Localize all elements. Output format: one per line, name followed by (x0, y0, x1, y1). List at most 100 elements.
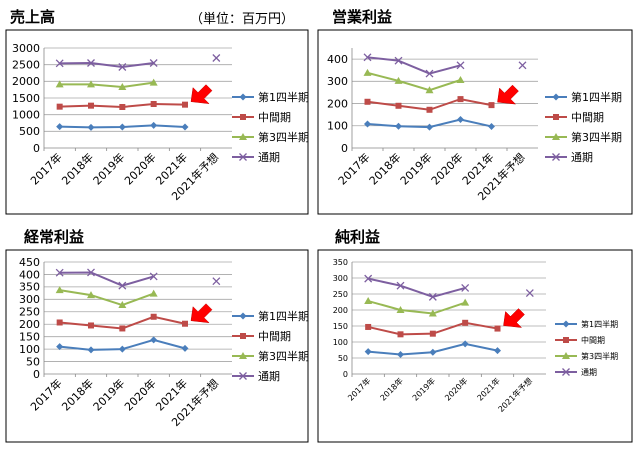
data-point-x (396, 281, 405, 290)
legend-marker (553, 114, 559, 120)
data-point-square (429, 330, 436, 337)
legend-marker (552, 153, 560, 161)
data-point-square (395, 102, 402, 109)
data-point-diamond (364, 120, 371, 128)
data-point-diamond (397, 350, 404, 358)
series-line-x (367, 277, 466, 298)
data-point-square (119, 325, 126, 332)
data-point-diamond (488, 122, 495, 130)
legend-marker (239, 352, 247, 359)
legend-label: 第1四半期 (258, 309, 309, 323)
y-tick-label: 3000 (12, 42, 40, 55)
legend-label: 第1四半期 (571, 90, 622, 104)
data-point-diamond (457, 116, 464, 124)
data-point-x (425, 69, 434, 78)
data-point-diamond (181, 123, 189, 131)
data-point-x (363, 53, 372, 62)
series-line-x (59, 271, 154, 287)
y-tick-label: 50 (26, 355, 40, 368)
data-point-diamond (87, 123, 95, 131)
data-point-square (56, 103, 63, 110)
data-point-diamond (364, 348, 372, 356)
data-point-triangle (394, 76, 403, 84)
data-point-triangle (87, 80, 95, 88)
y-tick-label: 150 (333, 322, 348, 331)
data-point-square (364, 98, 371, 105)
data-point-x (364, 274, 373, 283)
legend-marker (562, 352, 570, 359)
legend-marker (239, 133, 247, 140)
data-point-triangle (149, 78, 158, 86)
y-tick-label: 350 (19, 281, 40, 294)
data-point-diamond (181, 344, 189, 352)
data-point-x (87, 59, 95, 67)
chart-title-operating-profit: 営業利益 (332, 8, 393, 26)
y-tick-label: 450 (19, 256, 40, 269)
y-tick-label: 2000 (12, 75, 40, 88)
data-point-triangle (396, 306, 405, 313)
legend-label: 通期 (571, 151, 593, 164)
legend-marker (239, 153, 247, 161)
data-point-x (55, 268, 64, 277)
legend-marker (562, 320, 570, 328)
data-point-diamond (56, 343, 64, 351)
data-point-diamond (118, 345, 126, 353)
legend-marker (563, 337, 569, 343)
legend-label: 中間期 (258, 330, 291, 343)
red-arrow-icon (497, 84, 519, 105)
legend-marker (239, 93, 247, 101)
y-tick-label: 300 (327, 75, 348, 88)
data-point-x (118, 281, 127, 290)
y-tick-label: 0 (33, 368, 40, 381)
legend-label: 中間期 (258, 111, 291, 124)
chart-panel-ordinary-profit: 0501001502002503003504004502017年2018年201… (5, 249, 309, 443)
chart-title-net-profit: 純利益 (335, 228, 381, 246)
data-point-triangle (363, 68, 372, 76)
data-point-triangle (55, 286, 64, 294)
y-tick-label: 100 (19, 343, 40, 356)
y-tick-label: 0 (341, 142, 348, 155)
legend-label: 通期 (581, 367, 597, 377)
y-tick-label: 200 (333, 306, 348, 315)
unit-label: （単位：百万円） (190, 12, 295, 27)
data-point-x (428, 292, 437, 301)
data-point-square (488, 102, 495, 109)
chart-frame (5, 249, 309, 443)
series-line-triangle (59, 81, 154, 89)
red-arrow-icon (190, 84, 213, 104)
data-point-x (525, 289, 534, 297)
legend-marker (562, 368, 570, 376)
data-point-square (150, 101, 157, 107)
series-line-triangle (367, 300, 466, 315)
y-tick-label: 50 (338, 354, 348, 363)
y-tick-label: 100 (333, 338, 348, 347)
y-tick-label: 400 (327, 53, 348, 66)
y-tick-label: 200 (327, 97, 348, 110)
series-line-triangle (59, 289, 155, 307)
data-point-triangle (55, 80, 64, 88)
y-tick-label: 300 (333, 274, 348, 283)
data-point-diamond (150, 121, 158, 129)
legend-label: 第3四半期 (581, 351, 618, 361)
chart-title-sales: 売上高 (10, 8, 56, 26)
data-point-diamond (87, 346, 95, 354)
y-tick-label: 250 (19, 306, 40, 319)
legend-label: 中間期 (571, 111, 604, 124)
y-tick-label: 400 (19, 268, 40, 281)
legend-label: 第3四半期 (258, 349, 309, 363)
y-tick-label: 0 (33, 142, 40, 155)
data-point-triangle (364, 297, 373, 305)
data-point-x (87, 268, 95, 277)
data-point-square (182, 101, 188, 108)
y-tick-label: 1500 (12, 92, 40, 105)
data-point-x (149, 272, 158, 281)
series-line-x (59, 61, 154, 69)
data-point-triangle (149, 289, 158, 297)
chart-panel-sales: 0500100015002000250030002017年2018年2019年2… (5, 29, 309, 215)
data-point-triangle (456, 76, 465, 83)
data-point-triangle (461, 298, 470, 306)
legend-marker (240, 114, 246, 120)
y-tick-label: 150 (19, 331, 40, 344)
